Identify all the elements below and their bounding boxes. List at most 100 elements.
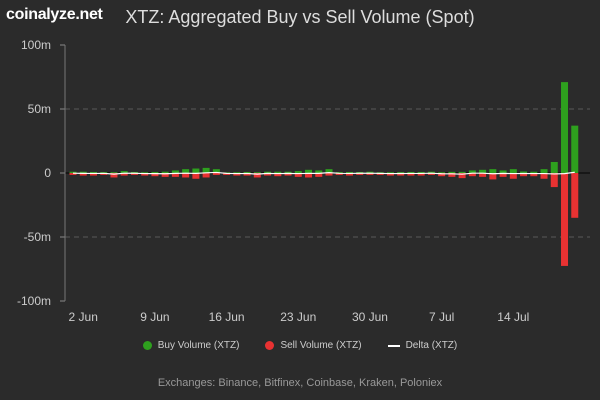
sell-bar <box>171 173 179 177</box>
sell-bar <box>294 173 302 177</box>
legend-delta-label: Delta (XTZ) <box>405 340 458 351</box>
sell-bar <box>305 173 313 178</box>
chart-svg: 100m 50m 0 -50m -100m 2 Jun 9 Jun 16 Jun 23 Jun 3… <box>17 38 590 324</box>
x-tick-label: 7 Jul <box>429 310 454 324</box>
y-tick-label: 0 <box>44 166 51 180</box>
sell-bar <box>438 173 446 177</box>
buy-bar <box>120 171 128 173</box>
sell-bar <box>571 173 579 218</box>
legend-sell[interactable]: Sell Volume (XTZ) <box>265 340 362 351</box>
buy-bar <box>274 171 282 173</box>
delta-line-icon <box>387 344 400 347</box>
buy-bar <box>233 172 241 173</box>
sell-bar <box>345 173 353 176</box>
buy-bar <box>110 172 118 173</box>
sell-bar <box>89 173 97 176</box>
legend-sell-label: Sell Volume (XTZ) <box>280 340 362 351</box>
sell-bar <box>120 173 128 176</box>
buy-bar <box>458 171 466 173</box>
sell-bar <box>376 173 384 175</box>
buy-bar <box>223 172 231 173</box>
sell-bar <box>335 173 343 175</box>
sell-bar <box>427 173 435 175</box>
sell-bar <box>182 173 190 178</box>
legend-delta[interactable]: Delta (XTZ) <box>387 340 458 351</box>
sell-bar <box>509 173 517 179</box>
buy-bar <box>130 171 138 173</box>
sell-bar <box>243 173 251 176</box>
sell-bar <box>366 173 374 175</box>
buy-bar <box>571 125 579 173</box>
exchanges-footer: Exchanges: Binance, Bitfinex, Coinbase, … <box>157 377 443 389</box>
buy-bar <box>345 171 353 173</box>
buy-bar <box>366 171 374 173</box>
buy-bar <box>489 169 497 173</box>
buy-bar <box>89 171 97 173</box>
sell-bar <box>561 173 569 266</box>
buy-bar <box>417 171 425 173</box>
buy-bar <box>264 171 272 173</box>
sell-bar <box>479 173 487 177</box>
buy-bar <box>335 172 343 173</box>
sell-dot-icon <box>265 341 275 350</box>
buy-bar <box>407 171 415 173</box>
buy-bar <box>397 172 405 173</box>
buy-bar <box>305 169 313 173</box>
sell-bar <box>520 173 528 177</box>
buy-bar <box>386 172 394 173</box>
sell-bar <box>202 173 210 178</box>
sell-bar <box>468 173 476 177</box>
buy-bar <box>294 171 302 173</box>
buy-bar <box>468 170 476 173</box>
y-tick-label: 50m <box>28 102 51 116</box>
buy-bar <box>202 167 210 173</box>
buy-bar <box>530 171 538 173</box>
buy-bar <box>561 82 569 173</box>
y-tick-label: -100m <box>17 294 51 308</box>
buy-bar <box>212 169 220 173</box>
sell-bar <box>212 173 220 175</box>
x-tick-label: 23 Jun <box>280 310 316 324</box>
sell-bar <box>356 173 364 175</box>
sell-bar <box>274 173 282 177</box>
sell-bar <box>540 173 548 179</box>
x-tick-label: 14 Jul <box>497 310 529 324</box>
sell-bar <box>233 173 241 176</box>
buy-bar <box>192 168 200 173</box>
buy-bar <box>253 172 261 173</box>
buy-bar <box>550 161 558 173</box>
buy-bar <box>171 170 179 173</box>
sell-bar <box>417 173 425 176</box>
sell-bar <box>264 173 272 176</box>
sell-bar <box>141 173 149 176</box>
sell-bar <box>499 173 507 177</box>
sell-bar <box>397 173 405 176</box>
sell-bar <box>489 173 497 180</box>
buy-bar <box>100 172 108 173</box>
buy-bar <box>448 171 456 173</box>
buy-bar <box>479 169 487 173</box>
legend-buy[interactable]: Buy Volume (XTZ) <box>142 340 239 351</box>
buy-bar <box>151 171 159 173</box>
y-tick-label: -50m <box>24 230 51 244</box>
coinalyze-logo: coinalyze.net <box>6 6 103 23</box>
buy-bar <box>315 170 323 173</box>
sell-bar <box>407 173 415 176</box>
buy-bar <box>520 171 528 173</box>
sell-bar <box>550 173 558 188</box>
buy-bar <box>79 171 87 173</box>
buy-bar <box>243 171 251 173</box>
sell-bar <box>325 173 333 176</box>
sell-bar <box>192 173 200 179</box>
buy-bar <box>325 169 333 173</box>
sell-bar <box>69 173 77 175</box>
buy-bar <box>376 172 384 173</box>
buy-bar <box>69 171 77 173</box>
sell-bar <box>448 173 456 177</box>
buy-bar <box>427 171 435 173</box>
sell-bar <box>253 173 261 178</box>
x-tick-label: 30 Jun <box>352 310 388 324</box>
buy-bar <box>284 171 292 173</box>
buy-bar <box>182 169 190 173</box>
buy-bar <box>141 172 149 173</box>
